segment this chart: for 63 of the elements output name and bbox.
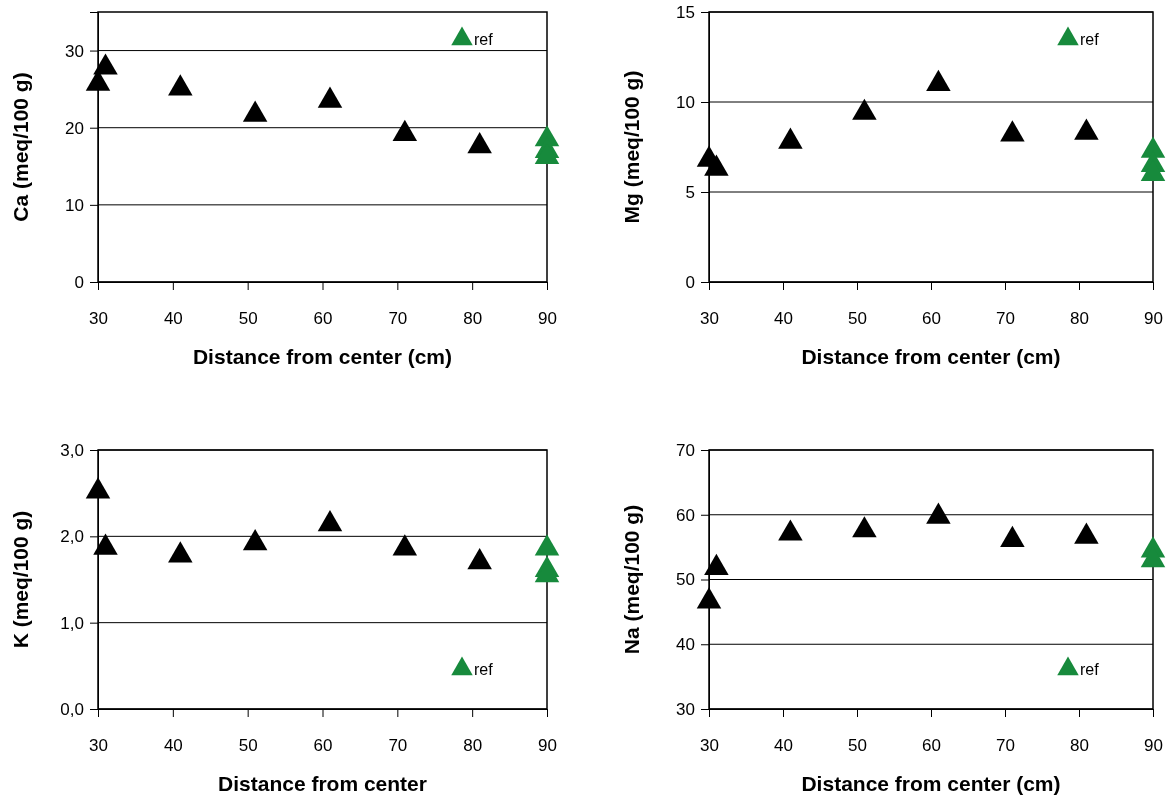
- x-tick-label: 80: [463, 736, 483, 756]
- x-tick-label: 30: [89, 309, 108, 329]
- point: [778, 127, 803, 149]
- y-tick-label: 20: [65, 118, 84, 138]
- x-axis-title: Distance from center (cm): [801, 345, 1061, 368]
- y-tick-label: 3,0: [60, 440, 84, 460]
- x-tick-label: 70: [388, 309, 408, 329]
- y-axis-title: Na (meq/100 g): [620, 504, 643, 655]
- point: [1000, 120, 1025, 142]
- y-axis-title: Mg (meq/100 g): [620, 70, 643, 224]
- x-tick-label: 60: [922, 309, 941, 329]
- legend-label: ref: [474, 661, 494, 678]
- x-tick-label: 30: [89, 736, 108, 756]
- x-tick-label: 90: [538, 309, 557, 329]
- x-axis-title: Distance from center: [218, 772, 427, 795]
- x-tick-label: 50: [238, 309, 258, 329]
- point: [852, 98, 877, 120]
- legend-label: ref: [1080, 31, 1100, 48]
- point: [704, 154, 729, 176]
- point: [1074, 118, 1099, 140]
- y-tick-label: 0,0: [60, 699, 84, 719]
- y-tick-label: 10: [676, 92, 695, 112]
- y-tick-label: 0: [685, 272, 695, 292]
- y-axis-title: Ca (meq/100 g): [9, 72, 32, 222]
- y-tick-label: 2,0: [60, 527, 84, 547]
- x-tick-label: 40: [774, 736, 793, 756]
- y-tick-label: 15: [676, 2, 695, 22]
- point: [926, 69, 951, 92]
- y-tick-label: 50: [676, 570, 695, 590]
- y-tick-label: 60: [676, 505, 695, 525]
- x-tick-label: 50: [238, 736, 258, 756]
- x-tick-label: 60: [313, 736, 333, 756]
- legend-label: ref: [1080, 661, 1100, 678]
- legend-label: ref: [474, 31, 494, 48]
- y-axis-title: K (meq/100 g): [9, 510, 32, 649]
- x-tick-label: 50: [848, 309, 867, 329]
- y-tick-label: 30: [676, 699, 695, 719]
- x-tick-label: 40: [163, 736, 183, 756]
- x-tick-label: 30: [700, 736, 719, 756]
- x-tick-label: 90: [1144, 309, 1163, 329]
- x-tick-label: 70: [996, 309, 1015, 329]
- y-tick-label: 40: [676, 635, 695, 655]
- x-tick-label: 80: [463, 309, 483, 329]
- x-tick-label: 30: [700, 309, 719, 329]
- x-tick-label: 40: [163, 309, 183, 329]
- x-tick-label: 70: [996, 736, 1015, 756]
- x-axis-title: Distance from center (cm): [192, 345, 453, 368]
- x-tick-label: 80: [1070, 736, 1089, 756]
- x-axis-title: Distance from center (cm): [801, 772, 1061, 795]
- y-tick-label: 1,0: [60, 613, 84, 633]
- y-tick-label: 70: [676, 440, 695, 460]
- x-tick-label: 80: [1070, 309, 1089, 329]
- x-tick-label: 60: [922, 736, 941, 756]
- x-tick-label: 50: [848, 736, 867, 756]
- y-tick-label: 30: [65, 41, 84, 61]
- x-tick-label: 60: [313, 309, 333, 329]
- y-tick-label: 5: [685, 182, 695, 202]
- x-tick-label: 90: [538, 736, 557, 756]
- y-tick-label: 0: [74, 272, 84, 292]
- x-tick-label: 90: [1144, 736, 1163, 756]
- x-tick-label: 40: [774, 309, 793, 329]
- x-tick-label: 70: [388, 736, 408, 756]
- y-tick-label: 10: [65, 195, 84, 215]
